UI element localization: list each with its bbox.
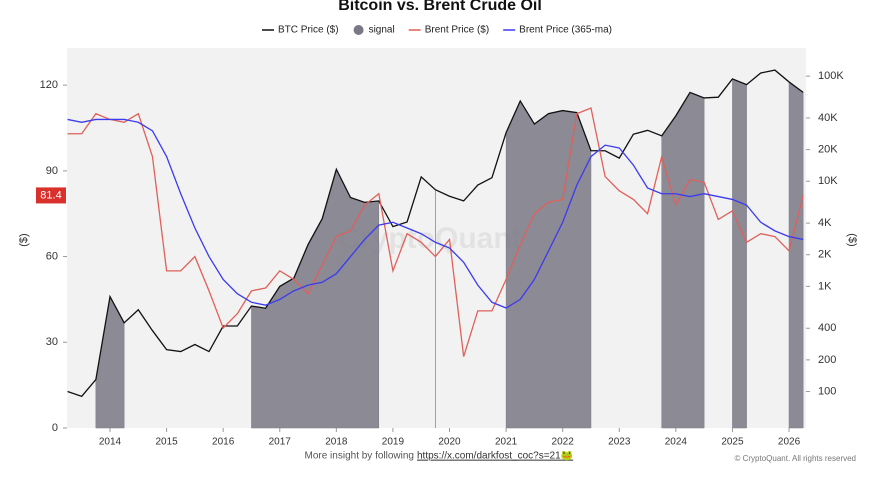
footer-link[interactable]: https://x.com/darkfost_coc?s=21🐸 [417, 450, 573, 462]
x-tick-label: 2017 [269, 437, 292, 448]
x-tick-label: 2016 [212, 437, 235, 448]
x-tick-label: 2023 [608, 437, 631, 448]
y-tick-label: 0 [52, 422, 58, 434]
x-tick-label: 2014 [99, 437, 122, 448]
y2-tick-label: 10K [818, 175, 838, 187]
y2-tick-label: 400 [818, 322, 836, 334]
y2-tick-label: 100 [818, 385, 836, 397]
x-tick-label: 2020 [438, 437, 461, 448]
series-line [67, 118, 804, 309]
series-line [67, 69, 804, 398]
y-tick-label: 60 [46, 250, 58, 262]
last-value-label: 81.4 [40, 189, 61, 201]
y2-tick-label: 1K [818, 280, 832, 292]
last-value-box [36, 187, 66, 204]
y-tick-label: 90 [46, 165, 58, 177]
y2-tick-label: 40K [818, 112, 838, 124]
legend-label: BTC Price ($) [278, 25, 339, 36]
y2-tick-label: 200 [818, 354, 836, 366]
y2-tick-label: 4K [818, 217, 832, 229]
y-axis-label: ($) [18, 233, 30, 246]
footer-text: More insight by following [305, 451, 415, 462]
series-line [67, 107, 804, 357]
x-tick-label: 2018 [325, 437, 348, 448]
x-tick-label: 2022 [552, 437, 575, 448]
x-tick-label: 2021 [495, 437, 518, 448]
x-tick-label: 2019 [382, 437, 405, 448]
legend-marker [353, 25, 364, 35]
x-tick-label: 2015 [155, 437, 178, 448]
y2-tick-label: 2K [818, 249, 832, 261]
y2-tick-label: 100K [818, 70, 844, 82]
copyright: © CryptoQuant. All rights reserved [735, 454, 857, 463]
chart-title: Bitcoin vs. Brent Crude Oil [338, 0, 542, 14]
y-tick-label: 120 [40, 79, 58, 91]
x-tick-label: 2026 [778, 437, 801, 448]
x-tick-label: 2024 [665, 437, 688, 448]
x-tick-label: 2025 [721, 437, 744, 448]
legend-label: Brent Price (365-ma) [519, 25, 612, 36]
y2-tick-label: 20K [818, 143, 838, 155]
y-tick-label: 30 [46, 336, 58, 348]
y2-axis-label: ($) [846, 233, 858, 246]
legend-label: signal [369, 25, 395, 36]
legend-label: Brent Price ($) [425, 25, 489, 36]
